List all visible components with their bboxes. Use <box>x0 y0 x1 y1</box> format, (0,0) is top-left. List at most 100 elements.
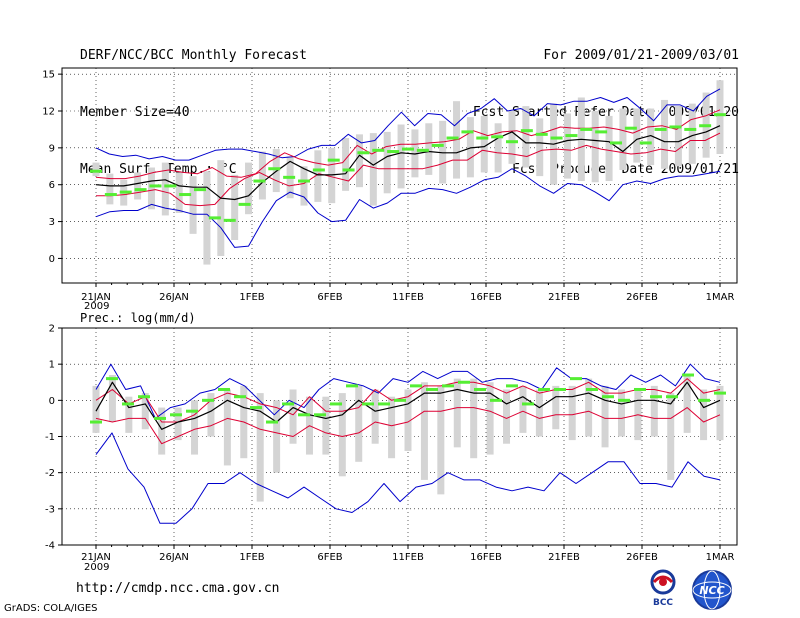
observed-mark <box>595 130 608 134</box>
spread-box <box>650 385 658 437</box>
spread-box <box>508 111 516 164</box>
observed-mark <box>490 398 502 402</box>
spread-box <box>619 108 627 170</box>
y-tick-label: 9 <box>49 143 55 154</box>
envelope-line-max <box>95 363 721 419</box>
observed-mark <box>699 124 712 128</box>
spread-box <box>355 134 363 188</box>
observed-mark <box>327 158 340 162</box>
observed-mark <box>106 377 118 381</box>
y-tick-label: 1 <box>49 360 55 371</box>
observed-mark <box>202 398 214 402</box>
observed-mark <box>522 402 534 406</box>
observed-mark <box>223 218 236 222</box>
observed-mark <box>208 216 221 220</box>
spread-box <box>125 396 133 433</box>
prec-panel-label: Prec.: log(mm/d) <box>80 311 196 325</box>
observed-mark <box>639 141 652 145</box>
observed-mark <box>684 127 697 131</box>
bcc-logo-text: BCC <box>653 598 673 608</box>
y-tick-label: -4 <box>45 541 55 552</box>
observed-mark <box>506 384 518 388</box>
ensemble-mean-line <box>95 381 721 430</box>
spread-box <box>342 138 350 191</box>
spread-box <box>688 103 696 164</box>
spread-box <box>563 113 571 179</box>
envelope-line-min <box>95 432 721 524</box>
spread-box <box>355 385 363 462</box>
observed-mark <box>234 395 246 399</box>
x-year-label: 2009 <box>84 301 109 312</box>
observed-mark <box>431 143 444 147</box>
spread-box <box>300 166 308 206</box>
observed-mark <box>714 391 726 395</box>
spread-box <box>519 385 527 433</box>
y-tick-label: 6 <box>49 180 55 191</box>
x-tick-label: 21FEB <box>548 552 580 563</box>
observed-mark <box>312 168 325 172</box>
spread-box <box>314 150 322 202</box>
observed-mark <box>416 148 429 152</box>
spread-box <box>338 393 346 477</box>
observed-mark <box>186 409 198 413</box>
observed-mark <box>650 395 662 399</box>
forecast-period: For 2009/01/21-2009/03/01 <box>543 48 739 63</box>
observed-mark <box>476 136 489 140</box>
spread-box <box>207 393 215 437</box>
source-url[interactable]: http://cmdp.ncc.cma.gov.cn <box>76 581 280 596</box>
ncc-logo: NCC <box>690 568 734 612</box>
spread-box <box>223 389 231 466</box>
observed-mark <box>520 129 533 133</box>
spread-box <box>683 375 691 433</box>
observed-mark <box>90 420 102 424</box>
spread-box <box>371 389 379 444</box>
observed-mark <box>266 420 278 424</box>
spread-box <box>617 389 625 437</box>
spread-box <box>453 378 461 448</box>
spread-box <box>273 400 281 473</box>
x-tick-label: 6FEB <box>317 552 342 563</box>
ensemble-mean-line <box>95 125 721 201</box>
spread-box <box>161 162 169 216</box>
observed-mark <box>342 168 355 172</box>
observed-mark <box>253 179 266 183</box>
observed-mark <box>170 413 182 417</box>
spread-box <box>647 108 655 166</box>
x-tick-label: 11FEB <box>392 292 424 303</box>
observed-mark <box>586 387 598 391</box>
spread-box <box>480 115 488 173</box>
spread-line-upper <box>95 109 721 180</box>
observed-mark <box>442 384 454 388</box>
observed-mark <box>282 402 294 406</box>
observed-mark <box>122 402 134 406</box>
spread-box <box>470 378 478 459</box>
observed-mark <box>618 398 630 402</box>
spread-box <box>522 106 530 168</box>
y-tick-label: 0 <box>49 254 55 265</box>
observed-mark <box>461 130 474 134</box>
spread-box <box>716 385 724 441</box>
observed-mark <box>570 377 582 381</box>
observed-mark <box>666 395 678 399</box>
observed-mark <box>346 384 358 388</box>
observed-mark <box>194 188 206 192</box>
observed-mark <box>154 416 166 420</box>
spread-box <box>217 160 225 256</box>
observed-mark <box>474 387 486 391</box>
spread-box <box>568 385 576 441</box>
observed-mark <box>268 167 281 171</box>
spread-box <box>585 378 593 437</box>
spread-box <box>404 389 412 451</box>
spread-box <box>322 396 330 455</box>
spread-box <box>92 162 100 177</box>
spread-box <box>258 151 266 200</box>
spread-box <box>674 106 682 167</box>
x-tick-label: 26FEB <box>626 552 658 563</box>
spread-box <box>175 172 183 213</box>
plot-frame <box>61 67 738 284</box>
spread-box <box>289 389 297 444</box>
observed-mark <box>538 387 550 391</box>
observed-mark <box>357 151 370 155</box>
spread-box <box>605 115 613 182</box>
